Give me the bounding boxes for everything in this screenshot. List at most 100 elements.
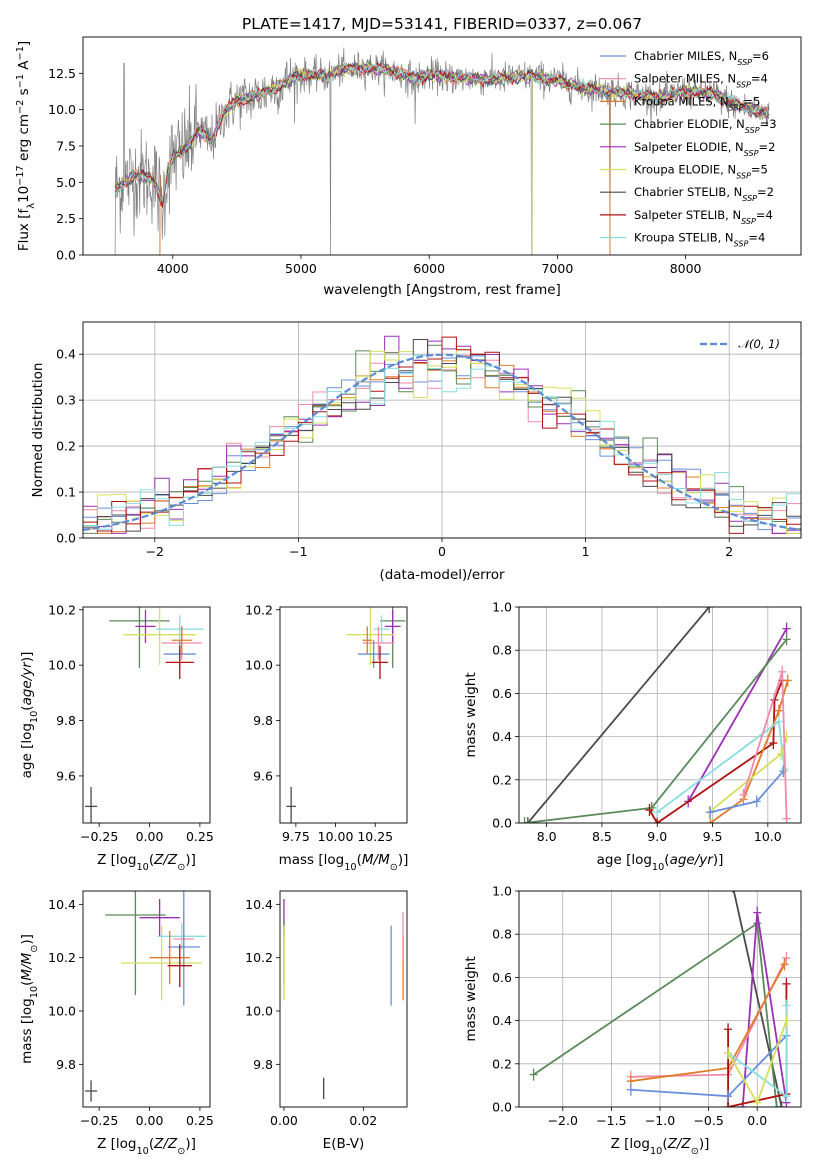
x-axis-label-part: Z [log xyxy=(97,852,136,868)
y-axis-label-part: )] xyxy=(19,934,35,945)
y-tick-label: 10.2 xyxy=(245,602,273,617)
legend-entry: Salpeter ELODIE, NSSP=2 xyxy=(634,140,775,158)
legend-label: Salpeter MILES, N xyxy=(634,72,736,86)
legend-label: Chabrier STELIB, N xyxy=(634,185,742,199)
y-tick-label: 2.5 xyxy=(56,211,76,226)
x-axis-label-part: 10 xyxy=(136,862,148,873)
x-axis-label-part: 10 xyxy=(136,1146,148,1157)
y-axis-label-part: mass [log xyxy=(19,998,35,1064)
y-axis-label: mass weight xyxy=(463,956,479,1041)
x-axis-label-part: Z/Z xyxy=(153,1136,178,1152)
legend-label: Chabrier MILES, N xyxy=(634,49,737,63)
series-marker xyxy=(724,1090,733,1103)
y-tick-label: 10.4 xyxy=(48,897,76,912)
legend-count: =5 xyxy=(751,163,768,177)
axes-age-vs-mass: 9.75 10.00 10.25 9.6 9.8 10.0 10.2 mass [log10(… xyxy=(245,602,409,872)
series-marker xyxy=(752,795,761,808)
y-axis-label-part: erg cm xyxy=(16,114,32,165)
histogram-step xyxy=(83,354,801,530)
series-line xyxy=(687,628,788,802)
y-tick-label: 10.0 xyxy=(48,1004,76,1019)
x-tick-label: 0.00 xyxy=(136,1113,164,1128)
y-tick-label: 0.4 xyxy=(492,1013,512,1028)
x-axis-label-part: ⊙ xyxy=(177,1146,185,1157)
y-tick-label: 0.0 xyxy=(56,531,76,546)
x-tick-label: 10.00 xyxy=(318,829,354,844)
model-spectrum-line xyxy=(114,61,770,210)
y-axis-label-part: 10 xyxy=(29,711,40,723)
legend-count: =2 xyxy=(757,185,774,199)
x-tick-label: 10.25 xyxy=(357,829,393,844)
x-axis-label-part: M/M xyxy=(362,852,390,868)
series-marker xyxy=(782,977,791,990)
legend-entry: Chabrier ELODIE, NSSP=3 xyxy=(634,117,777,135)
series-marker xyxy=(782,999,791,1012)
x-tick-label: 0.0 xyxy=(747,1113,767,1128)
series-marker xyxy=(706,806,715,819)
series-marker xyxy=(774,704,783,717)
figure-title: PLATE=1417, MJD=53141, FIBERID=0337, z=0… xyxy=(242,15,642,33)
plot-area xyxy=(85,607,204,823)
x-axis-label-part: mass [log xyxy=(279,852,345,868)
x-tick-label: −1.0 xyxy=(645,1113,675,1128)
y-axis-label-part: ⊙ xyxy=(29,945,40,953)
y-tick-label: 9.8 xyxy=(253,713,273,728)
x-axis-label-part: )] xyxy=(398,852,409,868)
plot-area xyxy=(85,891,206,1102)
series-marker xyxy=(782,622,791,635)
x-axis-label-part: ( xyxy=(149,1136,154,1152)
series-marker xyxy=(782,633,791,646)
x-tick-label: −1.5 xyxy=(596,1113,626,1128)
y-axis-label-part: M/M xyxy=(19,952,35,980)
plot-area xyxy=(529,891,791,1107)
axes-frame xyxy=(82,36,802,256)
y-axis-label-part: −1 xyxy=(15,46,26,60)
series-marker xyxy=(724,1023,733,1036)
legend-subscript: SSP xyxy=(734,239,749,248)
x-axis-label-part: Z [log xyxy=(97,1136,136,1152)
x-axis-label: age [log10(age/yr)] xyxy=(597,852,724,873)
x-axis-label-part: ( xyxy=(357,852,362,868)
model-spectrum-line xyxy=(114,63,770,202)
x-axis-label-part: age [log xyxy=(597,852,652,868)
legend-count: =4 xyxy=(756,208,773,222)
axes-frame xyxy=(518,606,802,824)
y-tick-label: 9.6 xyxy=(56,768,76,783)
legend-entry: Salpeter MILES, NSSP=4 xyxy=(634,72,768,90)
legend-count: =2 xyxy=(758,140,775,154)
series-marker xyxy=(778,665,787,678)
model-spectrum-line xyxy=(114,61,770,208)
x-tick-label: 6000 xyxy=(413,261,445,276)
x-tick-label: −0.5 xyxy=(693,1113,723,1128)
axes-mass-vs-ebv: 0.00 0.02 9.8 10.0 10.2 10.4 E(B-V) xyxy=(245,890,408,1152)
y-axis-label: Normed distribution xyxy=(30,363,46,498)
legend-entry: Kroupa ELODIE, NSSP=5 xyxy=(634,163,768,181)
axes-residuals: −2 −1 0 1 2 0.0 0.1 0.2 0.3 0.4 𝒩(0, 1) (data-model… xyxy=(30,321,802,583)
legend-subscript: SSP xyxy=(744,148,759,157)
series-marker xyxy=(520,817,529,823)
y-tick-label: 0.0 xyxy=(56,248,76,263)
x-tick-label: −2 xyxy=(146,544,164,559)
x-tick-label: 9.5 xyxy=(703,829,723,844)
series-marker xyxy=(706,817,715,823)
axes-frame xyxy=(82,321,802,539)
y-tick-label: 10.2 xyxy=(48,602,76,617)
x-tick-label: 2 xyxy=(725,544,733,559)
y-tick-label: 9.8 xyxy=(56,713,76,728)
series-marker xyxy=(782,951,791,964)
x-axis-label-part: 10 xyxy=(652,862,664,873)
series-marker xyxy=(645,804,654,817)
y-axis-label: mass weight xyxy=(463,672,479,757)
x-axis-label: Z [log10(Z/Z⊙)] xyxy=(97,1136,196,1157)
y-tick-label: 0.0 xyxy=(492,816,512,831)
x-axis-label-part: )] xyxy=(699,1136,710,1152)
legend-entry: Kroupa STELIB, NSSP=4 xyxy=(634,231,765,249)
series-marker xyxy=(753,906,762,919)
x-axis-label-part: )] xyxy=(185,1136,196,1152)
x-tick-label: 9.75 xyxy=(282,829,310,844)
y-axis-label-part: )] xyxy=(19,652,35,663)
x-axis-label-part: ⊙ xyxy=(177,862,185,873)
y-tick-label: 10.0 xyxy=(245,658,273,673)
x-axis-label-part: Z/Z xyxy=(153,852,178,868)
